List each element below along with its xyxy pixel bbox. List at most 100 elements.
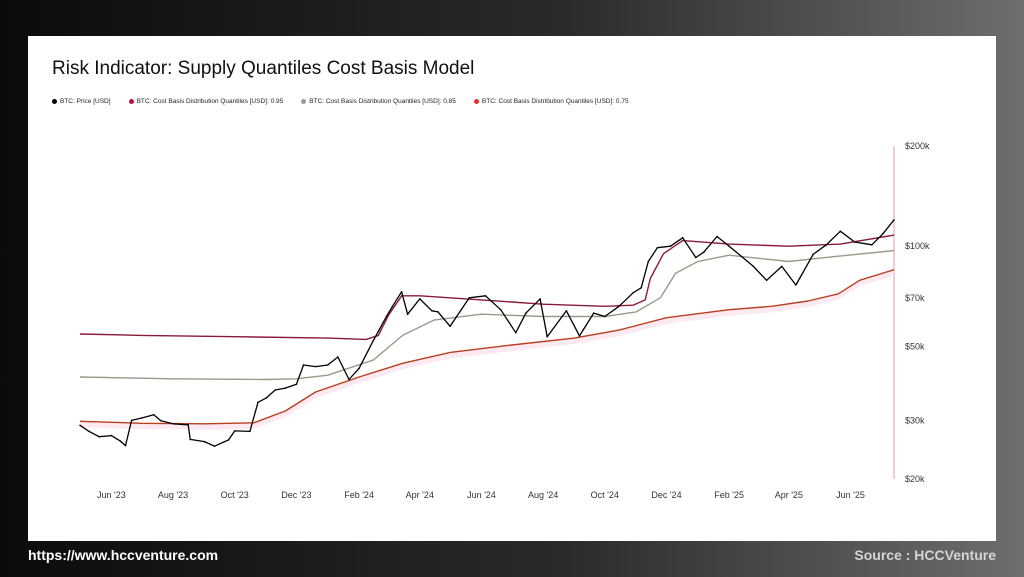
price-point <box>358 367 360 370</box>
legend-label-price: BTC: Price [USD] <box>60 98 111 105</box>
legend-item-q95[interactable]: BTC: Cost Basis Distribution Quantiles [… <box>128 98 283 105</box>
price-point <box>187 424 189 426</box>
y-tick-label: $20k <box>905 474 925 484</box>
price-point <box>728 245 730 247</box>
price-point <box>565 310 568 312</box>
price-point <box>302 364 305 366</box>
price-point <box>853 241 856 243</box>
price-point <box>274 389 276 391</box>
series-line-q95 <box>79 234 895 341</box>
chart-title: Risk Indicator: Supply Quantiles Cost Ba… <box>52 58 475 79</box>
price-point <box>681 237 684 239</box>
legend-dot-q75 <box>473 99 479 104</box>
y-tick-label: $50k <box>905 341 925 351</box>
price-point <box>716 235 718 238</box>
price-point <box>314 365 317 368</box>
price-point <box>326 364 329 366</box>
price-point <box>119 440 122 442</box>
y-tick-label: $100k <box>905 241 930 251</box>
price-point <box>703 251 705 253</box>
price-point <box>233 430 236 432</box>
x-tick-label: Dec '23 <box>281 490 311 500</box>
price-point <box>153 413 155 416</box>
price-point <box>695 256 697 259</box>
price-point <box>172 423 174 425</box>
price-point <box>781 265 783 268</box>
price-point <box>189 438 191 441</box>
price-point <box>98 435 100 438</box>
price-point <box>372 340 375 342</box>
legend-label-q75: BTC: Cost Basis Distribution Quantiles [… <box>481 98 629 105</box>
x-tick-label: Oct '24 <box>591 490 619 500</box>
price-point <box>871 244 873 246</box>
price-point <box>284 387 287 389</box>
footer-source: Source : HCCVenture <box>854 547 996 563</box>
footer-url-link[interactable]: https://www.hccventure.com <box>28 547 219 563</box>
price-point <box>546 335 548 338</box>
price-point <box>213 445 216 448</box>
price-point <box>419 298 421 300</box>
price-point <box>203 440 206 443</box>
x-tick-label: Apr '24 <box>406 490 434 500</box>
legend-dot-q95 <box>128 99 134 104</box>
price-point <box>437 311 439 313</box>
price-point <box>130 419 133 422</box>
q75-band <box>80 269 894 430</box>
x-tick-label: Apr '25 <box>775 490 803 500</box>
price-point <box>227 439 230 441</box>
price-point <box>825 244 828 246</box>
price-point <box>400 291 403 293</box>
legend-item-q75[interactable]: BTC: Cost Basis Distribution Quantiles [… <box>473 98 629 105</box>
price-point <box>468 297 471 299</box>
y-tick-label: $70k <box>905 293 925 303</box>
price-point <box>618 305 620 308</box>
x-tick-label: Aug '23 <box>158 490 188 500</box>
series-line-q75 <box>79 269 895 425</box>
price-point <box>795 284 797 286</box>
price-point <box>669 245 672 247</box>
price-point <box>140 417 143 419</box>
price-point <box>88 430 90 433</box>
price-point <box>79 424 81 427</box>
price-point <box>893 219 895 221</box>
price-point <box>337 356 339 358</box>
x-tick-label: Feb '25 <box>714 490 744 500</box>
series-line-q85 <box>79 249 895 381</box>
legend-item-price[interactable]: BTC: Price [USD] <box>52 98 111 105</box>
legend-label-q85: BTC: Cost Basis Distribution Quantiles [… <box>309 98 456 105</box>
x-tick-label: Jun '23 <box>97 490 126 500</box>
price-point <box>515 331 517 334</box>
series-line-price <box>79 219 895 447</box>
chart-plot: $200k $100k $70k $50k $30k $20k Jun '23 Aug '23… <box>79 141 930 500</box>
price-point <box>882 233 884 235</box>
price-point <box>752 265 755 268</box>
price-point <box>812 253 814 256</box>
x-tick-label: Jun '25 <box>836 490 865 500</box>
legend-dot-q85 <box>301 99 307 104</box>
price-point <box>295 383 298 386</box>
x-tick-label: Feb '24 <box>344 490 374 500</box>
price-point <box>592 312 595 314</box>
x-tick-label: Oct '23 <box>221 490 249 500</box>
price-point <box>348 378 350 381</box>
price-point <box>640 287 642 289</box>
y-tick-label: $200k <box>905 141 930 151</box>
x-tick-label: Aug '24 <box>528 490 558 500</box>
price-point <box>431 310 433 312</box>
x-tick-label: Jun '24 <box>467 490 496 500</box>
price-point <box>391 305 394 308</box>
price-point <box>839 230 842 232</box>
price-point <box>539 298 541 300</box>
y-tick-label: $30k <box>905 415 925 425</box>
price-point <box>257 401 259 404</box>
price-point <box>765 279 768 282</box>
price-point <box>449 325 451 328</box>
chart-legend: BTC: Price [USD] BTC: Cost Basis Distrib… <box>52 98 629 105</box>
price-point <box>265 397 267 399</box>
price-point <box>499 308 502 311</box>
price-point <box>110 434 113 437</box>
price-point <box>656 246 659 249</box>
chart-card: Risk Indicator: Supply Quantiles Cost Ba… <box>28 36 996 541</box>
legend-item-q85[interactable]: BTC: Cost Basis Distribution Quantiles [… <box>301 98 456 105</box>
price-point <box>124 444 127 447</box>
